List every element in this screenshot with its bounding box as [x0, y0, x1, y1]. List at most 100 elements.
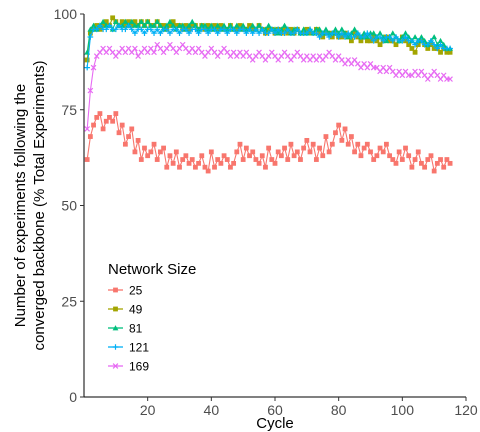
data-point: [351, 26, 358, 32]
data-point: [342, 126, 348, 132]
data-point: [224, 157, 230, 162]
data-point: [384, 141, 389, 147]
data-point: [87, 26, 94, 32]
data-point: [275, 149, 281, 155]
data-point: [431, 41, 437, 48]
data-point: [444, 157, 450, 162]
data-point: [126, 19, 131, 25]
data-point: [167, 18, 173, 24]
data-point: [326, 149, 332, 155]
data-point: [218, 23, 224, 28]
data-point: [447, 49, 453, 55]
data-point: [380, 38, 387, 44]
data-point: [364, 34, 371, 40]
data-point: [214, 22, 221, 28]
data-point: [377, 145, 383, 151]
data-point: [307, 26, 313, 33]
data-point: [132, 45, 138, 52]
data-point: [282, 145, 287, 151]
data-point: [151, 141, 157, 147]
data-point: [399, 38, 406, 44]
data-point: [428, 38, 434, 44]
legend-label: 121: [129, 341, 149, 355]
data-point: [418, 34, 425, 40]
data-point: [371, 157, 377, 162]
data-point: [230, 26, 237, 33]
data-point: [256, 160, 262, 166]
data-point: [103, 26, 110, 33]
data-point: [447, 160, 453, 166]
data-point: [157, 30, 164, 36]
data-point: [419, 160, 424, 166]
legend-item: 121: [108, 341, 149, 355]
data-point: [84, 157, 90, 162]
data-point: [91, 122, 96, 128]
data-point: [434, 160, 440, 166]
data-point: [141, 30, 148, 36]
data-point: [291, 30, 297, 36]
data-point: [180, 157, 186, 162]
data-point: [415, 42, 421, 48]
data-point: [285, 30, 291, 36]
data-point: [368, 38, 373, 44]
data-point: [221, 26, 227, 33]
data-point: [390, 157, 396, 162]
data-point: [418, 38, 425, 44]
data-point: [100, 18, 106, 24]
data-point: [177, 164, 182, 170]
data-point: [119, 19, 125, 25]
data-point: [167, 153, 173, 159]
data-point: [412, 41, 418, 48]
data-point: [253, 157, 259, 162]
data-point: [301, 145, 307, 151]
data-point: [421, 37, 428, 44]
data-point: [249, 30, 256, 36]
data-point: [265, 30, 272, 36]
legend-swatch-marker: [112, 325, 119, 331]
series-line: [86, 43, 451, 129]
data-point: [151, 22, 157, 28]
data-point: [326, 34, 332, 40]
data-point: [272, 30, 278, 36]
data-point: [227, 22, 234, 28]
data-point: [374, 38, 380, 44]
data-point: [441, 164, 447, 170]
y-axis-title-line: Number of experiments following the: [12, 84, 29, 327]
data-point: [393, 34, 399, 40]
data-point: [243, 145, 249, 151]
data-point: [192, 22, 199, 28]
data-point: [320, 153, 326, 159]
legend-label: 49: [129, 303, 143, 317]
data-point: [173, 23, 179, 28]
data-point: [110, 118, 116, 124]
data-point: [361, 30, 368, 36]
data-point: [212, 164, 217, 170]
data-point: [304, 26, 310, 32]
legend-item: 81: [108, 322, 143, 336]
data-point: [103, 19, 109, 25]
data-point: [275, 26, 281, 33]
data-point: [97, 26, 103, 32]
data-point: [317, 145, 322, 151]
data-point: [196, 160, 201, 166]
data-point: [345, 34, 352, 40]
data-point: [387, 153, 392, 159]
data-point: [179, 22, 186, 28]
data-point: [243, 30, 250, 36]
data-point: [173, 149, 179, 155]
data-point: [355, 141, 361, 147]
data-point: [90, 64, 97, 71]
data-point: [361, 145, 367, 151]
data-point: [183, 153, 189, 159]
data-point: [122, 18, 129, 24]
series-169: [84, 41, 453, 132]
data-point: [278, 26, 285, 32]
data-point: [195, 26, 202, 32]
data-point: [240, 157, 246, 162]
y-tick-label: 25: [61, 293, 77, 309]
data-point: [84, 64, 90, 71]
data-point: [132, 149, 138, 155]
data-point: [329, 34, 335, 40]
data-point: [170, 19, 176, 25]
data-point: [434, 45, 441, 52]
